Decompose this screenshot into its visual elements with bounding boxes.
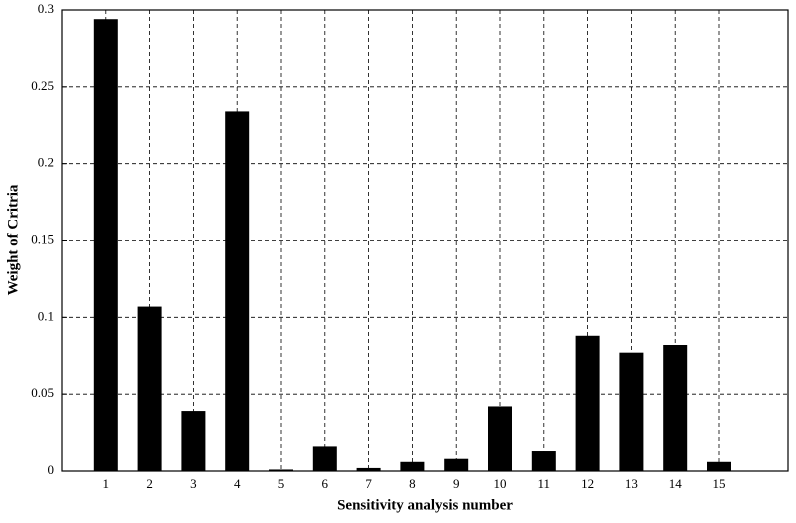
x-tick-label: 3: [190, 476, 197, 491]
y-tick-label: 0.25: [31, 78, 54, 93]
x-tick-label: 1: [103, 476, 110, 491]
x-tick-label: 11: [538, 476, 551, 491]
y-tick-label: 0.1: [38, 308, 54, 323]
x-tick-label: 8: [409, 476, 416, 491]
x-axis-label: Sensitivity analysis number: [337, 497, 513, 513]
bar: [531, 451, 556, 471]
y-tick-label: 0.2: [38, 155, 54, 170]
x-tick-label: 15: [713, 476, 726, 491]
bar: [312, 446, 337, 471]
x-tick-label: 4: [234, 476, 241, 491]
y-tick-label: 0.05: [31, 385, 54, 400]
y-tick-label: 0: [48, 462, 55, 477]
bar: [356, 467, 381, 471]
bar: [575, 335, 600, 471]
y-tick-label: 0.3: [38, 1, 54, 16]
x-tick-label: 9: [453, 476, 460, 491]
x-tick-label: 14: [669, 476, 683, 491]
bar: [663, 344, 688, 471]
plot-frame: [61, 9, 789, 472]
x-tick-label: 6: [322, 476, 329, 491]
bar: [225, 111, 250, 472]
y-tick-label: 0.15: [31, 231, 54, 246]
x-tick-label: 10: [494, 476, 507, 491]
x-tick-label: 5: [278, 476, 285, 491]
x-tick-label: 13: [625, 476, 638, 491]
bar: [400, 461, 425, 471]
bar: [444, 458, 469, 471]
y-axis-label: Weight of Critria: [5, 184, 21, 295]
bar: [137, 306, 162, 471]
bar: [707, 461, 731, 471]
bar: [619, 352, 644, 471]
x-tick-label: 2: [146, 476, 153, 491]
bar: [181, 411, 206, 471]
bar: [269, 469, 293, 471]
bar: [93, 19, 118, 471]
bar: [488, 406, 512, 471]
x-tick-label: 12: [581, 476, 594, 491]
x-tick-label: 7: [365, 476, 372, 491]
